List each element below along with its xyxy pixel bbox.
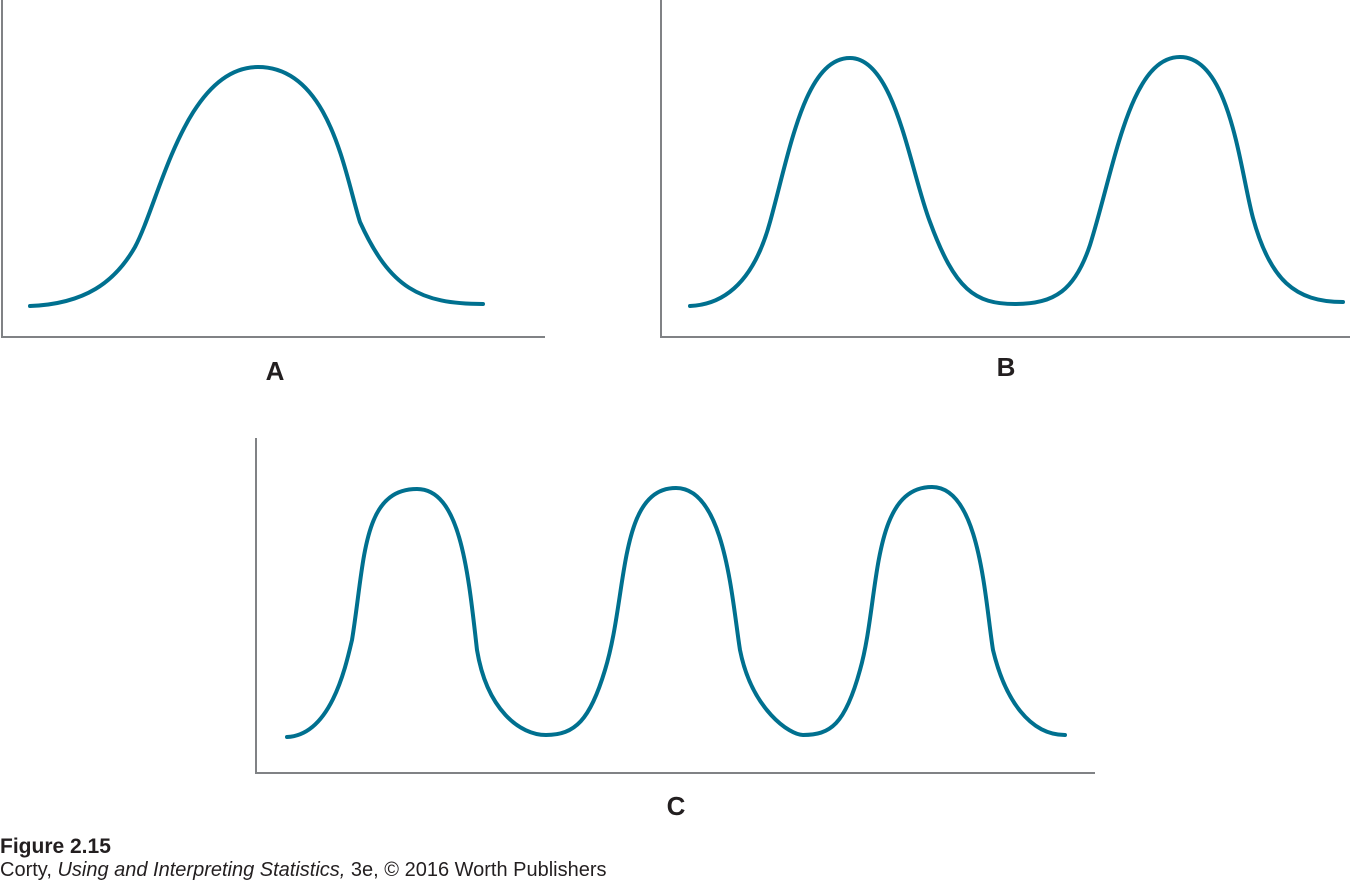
panel-c: C [255,438,1095,821]
panel-b-label: B [997,352,1016,382]
panel-c-label: C [667,791,686,821]
credit-author: Corty [0,859,47,881]
panel-a-curve [28,64,485,308]
panel-b: B [660,0,1350,382]
credit-book-title: Using and Interpreting Statistics, [57,859,346,881]
panel-c-curve [285,484,1067,739]
panel-b-curve [688,54,1345,308]
panel-a-label: A [266,356,285,386]
figure-credit: Corty, Using and Interpreting Statistics… [0,859,607,881]
figure-number: Figure 2.15 [0,835,111,858]
credit-rest: 3e, © 2016 Worth Publishers [345,859,607,881]
panel-a: A [1,0,545,386]
